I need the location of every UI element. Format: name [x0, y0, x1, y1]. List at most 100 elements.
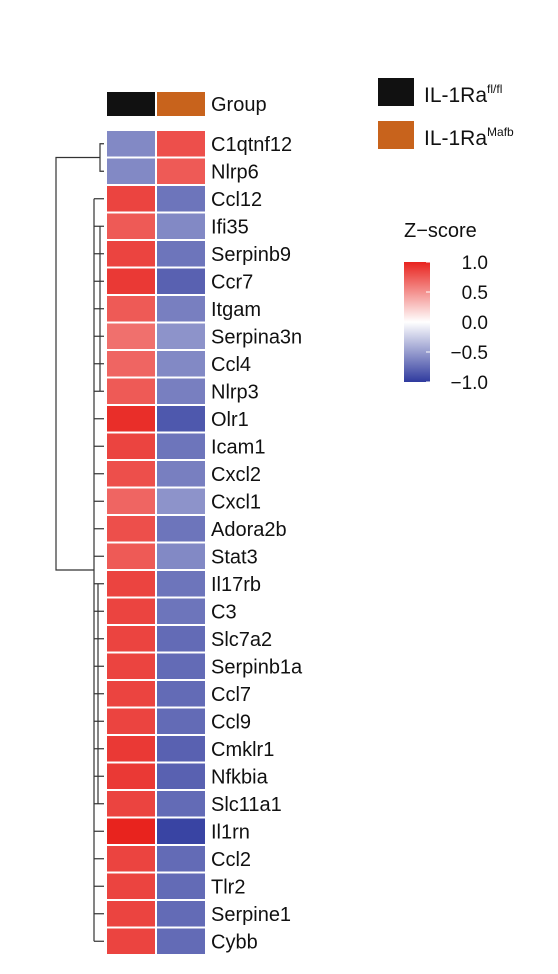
- group-legend: IL-1Ra fl/fl IL-1RaMafb: [378, 78, 514, 150]
- heatmap-cells: [107, 131, 205, 954]
- heat-cell: [107, 516, 155, 542]
- gene-label: Tlr2: [211, 876, 245, 898]
- heat-cell: [157, 406, 205, 432]
- gene-label: C3: [211, 601, 237, 623]
- gene-label: Icam1: [211, 436, 265, 458]
- legend-label-1: IL-1RaMafb: [424, 125, 514, 150]
- dendrogram-branch: [99, 143, 104, 172]
- gene-label: Ccl4: [211, 354, 251, 376]
- heat-cell: [157, 323, 205, 349]
- heat-cell: [107, 653, 155, 679]
- heat-cell: [157, 736, 205, 762]
- heat-cell: [157, 186, 205, 212]
- heat-cell: [107, 763, 155, 789]
- heat-cell: [107, 681, 155, 707]
- heat-cell: [157, 901, 205, 927]
- heat-cell: [157, 791, 205, 817]
- heat-cell: [107, 598, 155, 624]
- gene-label: C1qtnf12: [211, 134, 292, 156]
- heat-cell: [107, 186, 155, 212]
- gene-label: Serpina3n: [211, 326, 302, 348]
- group-row-label: Group: [211, 94, 267, 116]
- heat-cell: [157, 241, 205, 267]
- group-annotation-bar: [107, 92, 205, 116]
- heat-cell: [107, 433, 155, 459]
- heat-cell: [157, 846, 205, 872]
- heat-cell: [157, 516, 205, 542]
- gene-label: Stat3: [211, 546, 258, 568]
- heat-cell: [157, 653, 205, 679]
- heat-cell: [157, 681, 205, 707]
- gene-label: Nfkbia: [211, 766, 269, 788]
- heat-cell: [107, 351, 155, 377]
- heat-cell: [157, 598, 205, 624]
- gene-label: Nlrp3: [211, 381, 259, 403]
- legend-label-base: IL-1Ra: [424, 127, 487, 150]
- heat-cell: [107, 571, 155, 597]
- heat-cell: [107, 543, 155, 569]
- gene-label: Ccl7: [211, 684, 251, 706]
- heat-cell: [157, 131, 205, 157]
- gene-label: Il1rn: [211, 821, 250, 843]
- group-cell-0: [107, 92, 155, 116]
- gene-label: Cxcl1: [211, 491, 261, 513]
- heat-cell: [107, 241, 155, 267]
- gene-label: Adora2b: [211, 519, 287, 541]
- heat-cell: [107, 708, 155, 734]
- colorbar-tick-label: 1.0: [462, 253, 488, 274]
- heat-cell: [107, 928, 155, 954]
- gene-label: Ccl9: [211, 711, 251, 733]
- heat-cell: [157, 873, 205, 899]
- heat-cell: [107, 131, 155, 157]
- heat-cell: [157, 708, 205, 734]
- legend-label-sup: Mafb: [487, 125, 514, 139]
- gene-label: Serpinb1a: [211, 656, 303, 678]
- colorbar-tick-label: −0.5: [450, 343, 488, 364]
- gene-label: Cybb: [211, 931, 258, 953]
- heat-cell: [157, 571, 205, 597]
- heat-cell: [107, 323, 155, 349]
- heat-cell: [107, 461, 155, 487]
- row-dendrogram: [55, 143, 104, 942]
- colorbar-gradient: [404, 262, 430, 382]
- gene-label: Ccl12: [211, 189, 262, 211]
- heat-cell: [157, 378, 205, 404]
- gene-label: Nlrp6: [211, 161, 259, 183]
- legend-swatch-0: [378, 78, 414, 106]
- heat-cell: [157, 488, 205, 514]
- heat-cell: [157, 763, 205, 789]
- heat-cell: [107, 488, 155, 514]
- colorbar-title: Z−score: [404, 220, 477, 242]
- heat-cell: [107, 901, 155, 927]
- zscore-colorbar: Z−score 1.0 0.5 0.0 −0.5 −1.0: [404, 220, 488, 394]
- heat-cell: [157, 818, 205, 844]
- gene-label: Il17rb: [211, 574, 261, 596]
- heat-cell: [107, 406, 155, 432]
- gene-label: Olr1: [211, 409, 249, 431]
- heat-cell: [157, 158, 205, 184]
- gene-label: Slc7a2: [211, 629, 272, 651]
- heat-cell: [107, 378, 155, 404]
- colorbar-tick-label: −1.0: [450, 373, 488, 394]
- colorbar-tick-label: 0.5: [462, 283, 488, 304]
- heat-cell: [157, 928, 205, 954]
- heat-cell: [157, 351, 205, 377]
- heat-cell: [107, 736, 155, 762]
- heat-cell: [157, 268, 205, 294]
- gene-label: Serpinb9: [211, 244, 291, 266]
- legend-swatch-1: [378, 121, 414, 149]
- gene-label: Serpine1: [211, 904, 291, 926]
- gene-label: Ccl2: [211, 849, 251, 871]
- gene-label: Slc11a1: [211, 794, 282, 816]
- gene-labels: C1qtnf12 Nlrp6 Ccl12 Ifi35 Serpinb9 Ccr7 Itgam…: [211, 134, 303, 954]
- heat-cell: [107, 268, 155, 294]
- heat-cell: [107, 818, 155, 844]
- heat-cell: [157, 213, 205, 239]
- heat-cell: [157, 461, 205, 487]
- heat-cell: [157, 543, 205, 569]
- gene-label: Ifi35: [211, 216, 249, 238]
- legend-label-sup: fl/fl: [487, 82, 502, 96]
- heat-cell: [107, 873, 155, 899]
- heat-cell: [157, 433, 205, 459]
